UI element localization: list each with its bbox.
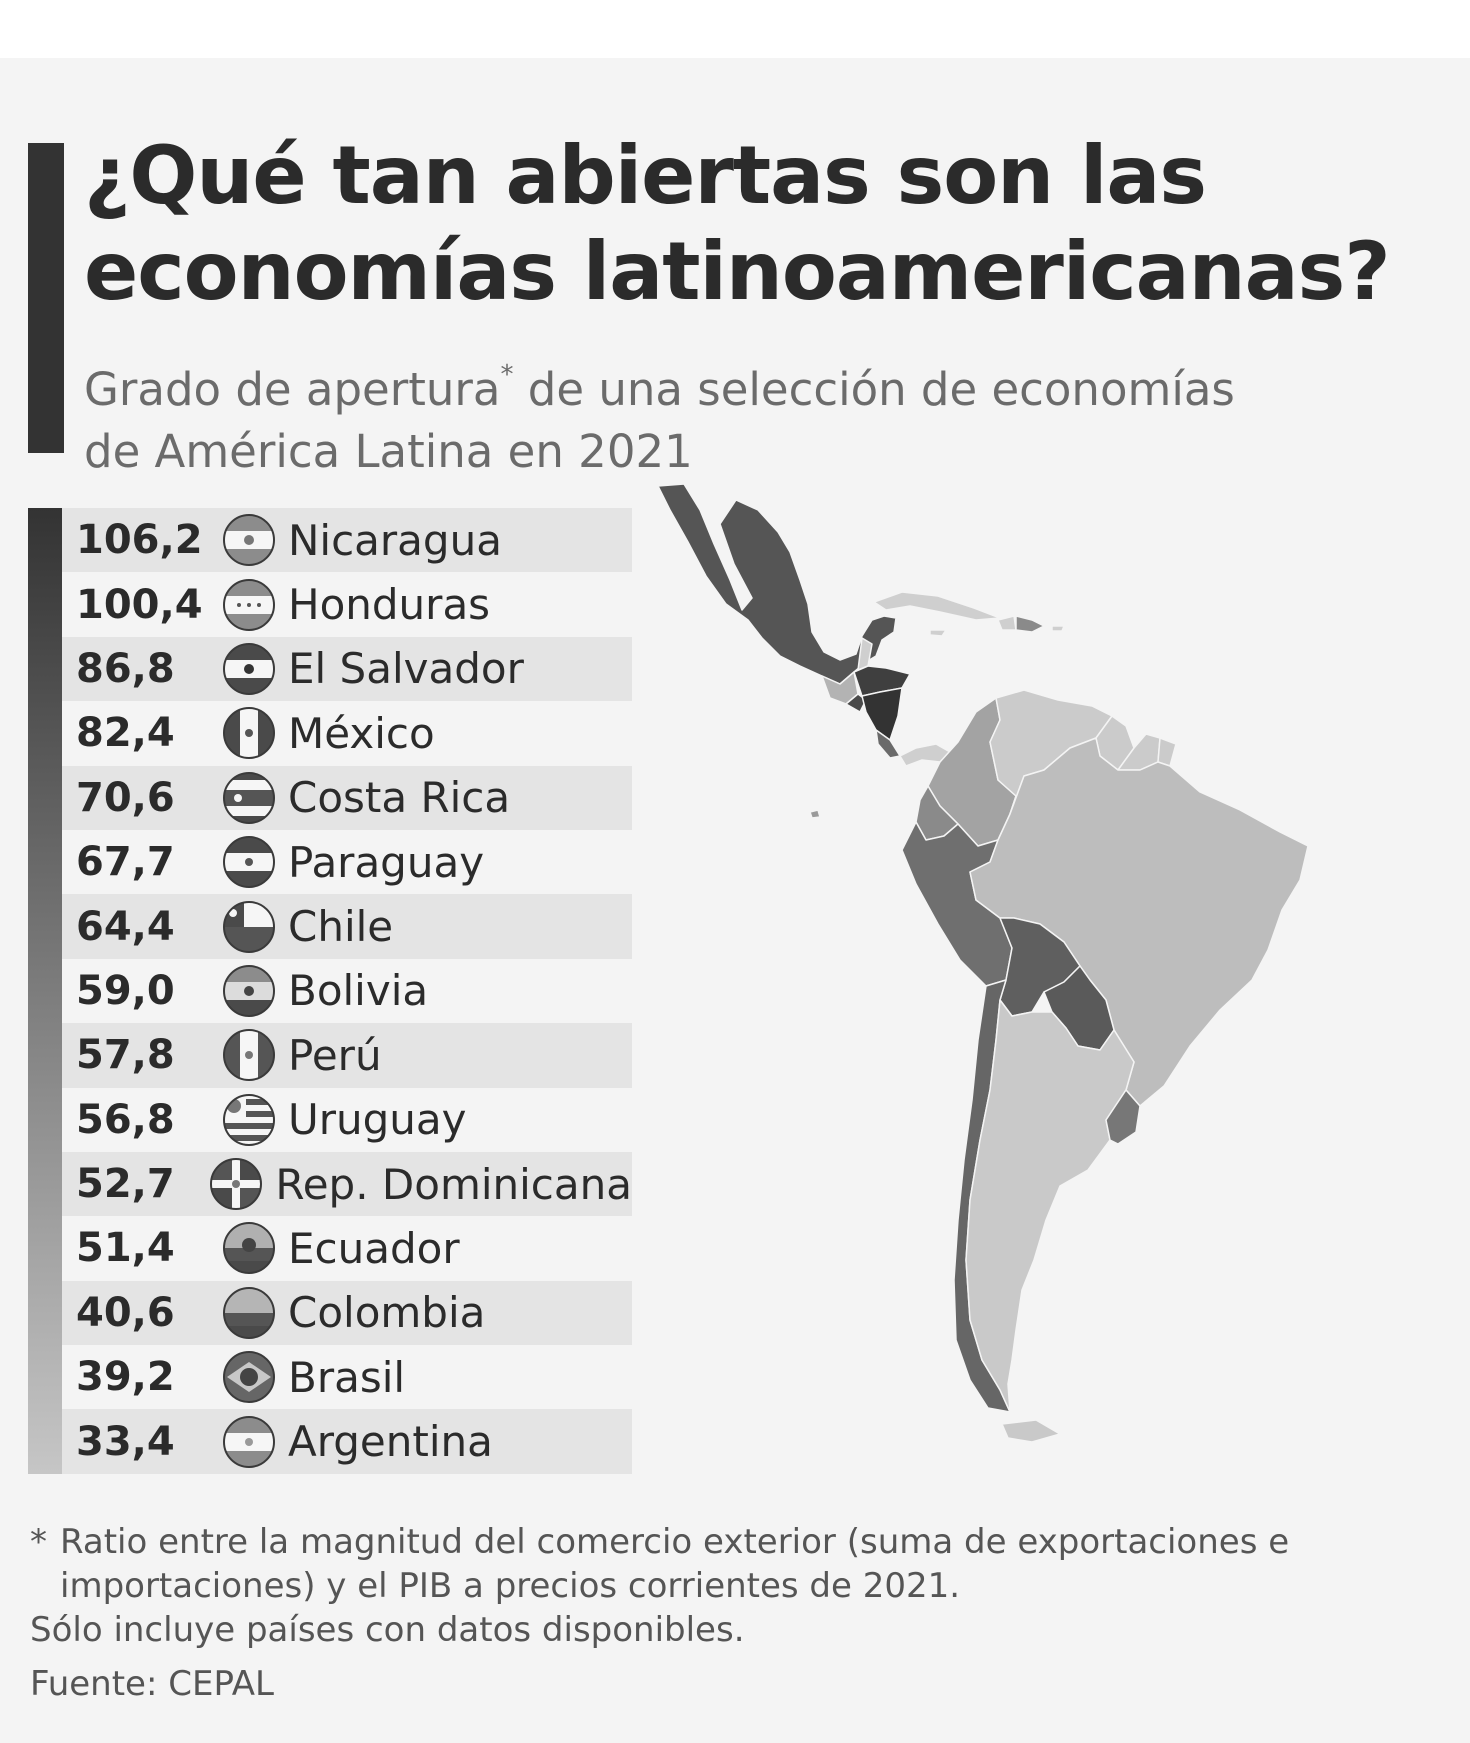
- paraguay-flag-icon: [223, 836, 275, 889]
- map-puerto-rico: [1051, 625, 1065, 632]
- chart-subtitle-line-2: de América Latina en 2021: [84, 425, 693, 478]
- costa-rica-flag-icon: [223, 771, 275, 824]
- row-value: 59,0: [76, 967, 175, 1014]
- subtitle-text-b: de una selección de economías: [513, 363, 1235, 416]
- row-value: 51,4: [76, 1225, 175, 1272]
- table-row: 59,0 Bolivia: [62, 959, 632, 1023]
- source-note: Fuente: CEPAL: [30, 1664, 274, 1704]
- bolivia-flag-icon: [223, 964, 275, 1017]
- map-costa-rica: [875, 729, 901, 759]
- chart-subtitle: Grado de apertura* de una selección de e…: [84, 344, 1384, 483]
- footnote-line-2: importaciones) y el PIB a precios corrie…: [60, 1566, 961, 1606]
- subtitle-asterisk: *: [500, 360, 514, 390]
- row-country: Uruguay: [288, 1095, 467, 1145]
- row-country: Brasil: [288, 1352, 406, 1402]
- row-country: Rep. Dominicana: [275, 1159, 632, 1209]
- table-row: 40,6 Colombia: [62, 1280, 632, 1346]
- row-value: 40,6: [76, 1289, 175, 1336]
- table-row: 39,2 Brasil: [62, 1345, 632, 1409]
- latin-america-map: [657, 483, 1309, 1443]
- row-country: Paraguay: [288, 837, 485, 887]
- map-tierra-del-fuego: [1001, 1419, 1061, 1443]
- row-country: Bolivia: [288, 966, 429, 1016]
- footnote-line-3: Sólo incluye países con datos disponible…: [30, 1610, 745, 1650]
- footnote-definition: * Ratio entre la magnitud del comercio e…: [30, 1520, 1450, 1608]
- table-row: 67,7 Paraguay: [62, 830, 632, 894]
- table-row: 100,4 Honduras: [62, 572, 632, 636]
- colombia-flag-icon: [223, 1286, 275, 1339]
- row-value: 86,8: [76, 645, 175, 692]
- table-row: 82,4 México: [62, 701, 632, 765]
- top-band: [0, 0, 1470, 58]
- row-country: Argentina: [288, 1417, 493, 1467]
- map-french-guiana: [1157, 737, 1177, 767]
- table-row: 56,8 Uruguay: [62, 1088, 632, 1152]
- nicaragua-flag-icon: [223, 514, 275, 567]
- row-country: Costa Rica: [288, 773, 511, 823]
- table-row: 51,4 Ecuador: [62, 1216, 632, 1280]
- table-row: 70,6 Costa Rica: [62, 765, 632, 830]
- table-row: 64,4 Chile: [62, 894, 632, 959]
- row-value: 39,2: [76, 1354, 175, 1401]
- row-country: Honduras: [288, 580, 491, 630]
- table-row: 33,4 Argentina: [62, 1409, 632, 1474]
- row-value: 52,7: [76, 1161, 175, 1208]
- footnote-definition-text: Ratio entre la magnitud del comercio ext…: [60, 1520, 1289, 1608]
- row-value: 67,7: [76, 839, 175, 886]
- map-uruguay: [1105, 1089, 1141, 1145]
- peru-flag-icon: [223, 1029, 275, 1082]
- mexico-flag-icon: [223, 707, 275, 760]
- map-argentina: [965, 999, 1135, 1413]
- value-gradient-bar: [28, 508, 62, 1474]
- argentina-flag-icon: [223, 1415, 275, 1468]
- row-value: 106,2: [76, 517, 203, 564]
- chart-title: ¿Qué tan abiertas son las economías lati…: [84, 128, 1454, 320]
- map-cuba: [873, 591, 1001, 621]
- ecuador-flag-icon: [223, 1222, 275, 1275]
- chart-subtitle-line-1: Grado de apertura* de una selección de e…: [84, 344, 1384, 421]
- row-value: 56,8: [76, 1096, 175, 1143]
- row-country: Ecuador: [288, 1223, 460, 1273]
- table-row: 52,7 Rep. Dominicana: [62, 1151, 632, 1217]
- row-country: México: [288, 708, 435, 758]
- map-dominican-republic: [1015, 615, 1045, 633]
- footnote: * Ratio entre la magnitud del comercio e…: [30, 1520, 1450, 1652]
- table-row: 86,8 El Salvador: [62, 636, 632, 702]
- row-country: Colombia: [288, 1288, 486, 1338]
- subtitle-text-a: Grado de apertura: [84, 363, 501, 416]
- dominican-republic-flag-icon: [210, 1158, 263, 1211]
- footnote-asterisk: *: [30, 1522, 47, 1562]
- row-country: El Salvador: [288, 644, 524, 694]
- row-country: Chile: [288, 902, 394, 952]
- title-accent-bar: [28, 143, 64, 453]
- map-jamaica: [929, 629, 947, 637]
- map-mexico: [657, 483, 897, 685]
- row-country: Nicaragua: [288, 515, 502, 565]
- map-galapagos: [809, 809, 821, 819]
- table-row: 106,2 Nicaragua: [62, 508, 632, 573]
- row-value: 70,6: [76, 774, 175, 821]
- row-value: 33,4: [76, 1418, 175, 1465]
- ranking-table: 106,2 Nicaragua 100,4 Honduras 86,8 El Salvad…: [62, 508, 632, 1474]
- footnote-line-1: Ratio entre la magnitud del comercio ext…: [60, 1522, 1290, 1562]
- honduras-flag-icon: [223, 578, 275, 631]
- row-value: 82,4: [76, 710, 175, 757]
- table-row: 57,8 Perú: [62, 1023, 632, 1088]
- uruguay-flag-icon: [223, 1093, 275, 1146]
- row-country: Perú: [288, 1030, 382, 1080]
- row-value: 57,8: [76, 1032, 175, 1079]
- row-value: 100,4: [76, 581, 203, 628]
- map-nicaragua: [861, 687, 903, 741]
- chart-title-line-1: ¿Qué tan abiertas son las: [84, 129, 1207, 222]
- el-salvador-flag-icon: [223, 642, 275, 695]
- row-value: 64,4: [76, 903, 175, 950]
- chile-flag-icon: [223, 900, 275, 953]
- chart-title-line-2: economías latinoamericanas?: [84, 225, 1391, 318]
- brazil-flag-icon: [223, 1351, 275, 1404]
